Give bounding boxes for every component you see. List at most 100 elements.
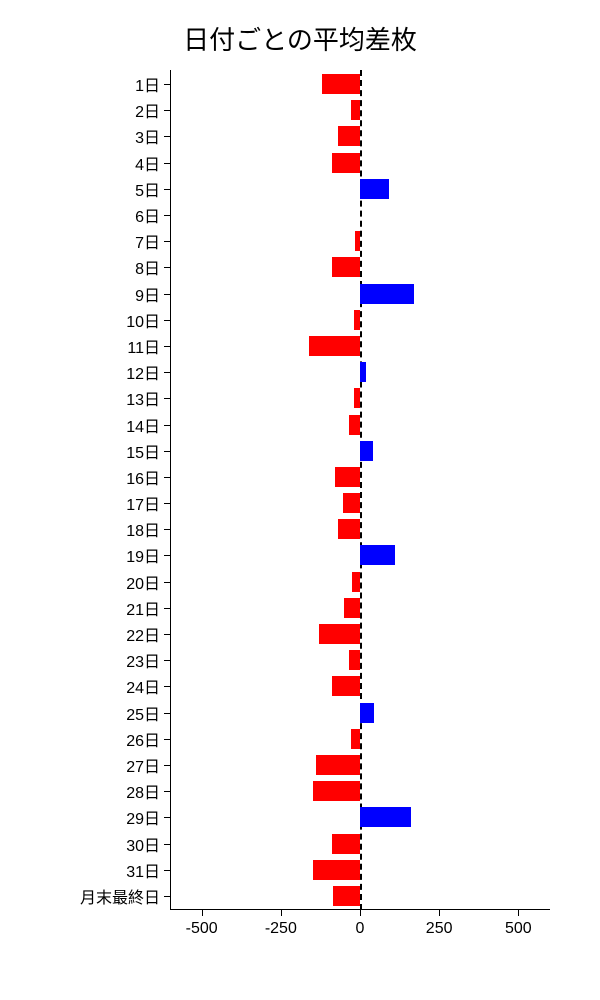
bar	[332, 257, 361, 277]
bar	[355, 231, 360, 251]
bar	[351, 100, 361, 120]
bar	[360, 179, 389, 199]
x-axis-label: 500	[505, 920, 532, 938]
y-axis-label: 28日	[126, 779, 160, 803]
y-axis-label: 26日	[126, 727, 160, 751]
y-axis-line	[170, 70, 171, 910]
x-axis-label: -250	[265, 920, 297, 938]
y-tick	[164, 346, 170, 347]
y-axis-label: 14日	[126, 413, 160, 437]
bar	[319, 624, 360, 644]
y-axis-label: 17日	[126, 491, 160, 515]
x-tick	[439, 910, 440, 916]
bar	[360, 807, 411, 827]
x-tick	[202, 910, 203, 916]
x-axis-label: -500	[186, 920, 218, 938]
x-tick	[281, 910, 282, 916]
y-axis-label: 16日	[126, 465, 160, 489]
bar	[360, 284, 414, 304]
bar	[343, 493, 360, 513]
y-tick	[164, 686, 170, 687]
y-axis-label: 24日	[126, 674, 160, 698]
y-tick	[164, 739, 170, 740]
bar	[360, 545, 395, 565]
x-axis-label: 250	[426, 920, 453, 938]
bar	[354, 310, 360, 330]
y-tick	[164, 817, 170, 818]
chart-container: 日付ごとの平均差枚 1日2日3日4日5日6日7日8日9日10日11日12日13日…	[0, 0, 600, 1000]
bar	[316, 755, 360, 775]
y-axis-label: 5日	[135, 177, 160, 201]
bar	[360, 362, 366, 382]
chart-title: 日付ごとの平均差枚	[0, 20, 600, 57]
y-axis-label: 23日	[126, 648, 160, 672]
bar	[352, 572, 360, 592]
y-tick	[164, 660, 170, 661]
y-axis-label: 8日	[135, 255, 160, 279]
y-axis-label: 31日	[126, 858, 160, 882]
bar	[313, 781, 361, 801]
y-axis-label: 30日	[126, 832, 160, 856]
y-tick	[164, 294, 170, 295]
y-tick	[164, 765, 170, 766]
y-tick	[164, 608, 170, 609]
y-tick	[164, 136, 170, 137]
y-tick	[164, 870, 170, 871]
bar	[344, 598, 360, 618]
x-tick	[360, 910, 361, 916]
y-axis-label: 12日	[126, 360, 160, 384]
bar	[332, 676, 361, 696]
x-tick	[518, 910, 519, 916]
y-axis-label: 19日	[126, 543, 160, 567]
y-axis-label: 7日	[135, 229, 160, 253]
y-axis-label: 10日	[126, 308, 160, 332]
y-tick	[164, 425, 170, 426]
y-axis-label: 13日	[126, 386, 160, 410]
y-axis-label: 27日	[126, 753, 160, 777]
bar	[351, 729, 361, 749]
plot-area: 1日2日3日4日5日6日7日8日9日10日11日12日13日14日15日16日1…	[170, 70, 550, 910]
y-tick	[164, 896, 170, 897]
y-tick	[164, 844, 170, 845]
bar	[309, 336, 360, 356]
y-axis-label: 25日	[126, 701, 160, 725]
bar	[332, 153, 361, 173]
bar	[360, 441, 373, 461]
bar	[338, 126, 360, 146]
bar	[354, 388, 360, 408]
bar	[332, 834, 361, 854]
y-tick	[164, 320, 170, 321]
bar	[333, 886, 360, 906]
y-axis-label: 11日	[127, 334, 160, 358]
y-tick	[164, 84, 170, 85]
y-tick	[164, 477, 170, 478]
y-tick	[164, 713, 170, 714]
y-tick	[164, 267, 170, 268]
y-axis-label: 4日	[135, 151, 160, 175]
y-axis-label: 22日	[126, 622, 160, 646]
bar	[322, 74, 360, 94]
y-tick	[164, 163, 170, 164]
x-axis-label: 0	[356, 920, 365, 938]
y-axis-label: 18日	[126, 517, 160, 541]
y-tick	[164, 451, 170, 452]
y-axis-label: 月末最終日	[80, 884, 160, 908]
bar	[349, 650, 360, 670]
y-axis-label: 15日	[126, 439, 160, 463]
y-tick	[164, 555, 170, 556]
y-axis-label: 2日	[135, 98, 160, 122]
y-tick	[164, 372, 170, 373]
bar	[360, 703, 374, 723]
y-tick	[164, 503, 170, 504]
y-tick	[164, 634, 170, 635]
y-tick	[164, 110, 170, 111]
y-tick	[164, 791, 170, 792]
y-tick	[164, 241, 170, 242]
y-axis-label: 29日	[126, 805, 160, 829]
y-axis-label: 1日	[135, 72, 160, 96]
bar	[338, 519, 360, 539]
bar	[349, 415, 360, 435]
y-axis-label: 21日	[126, 596, 160, 620]
y-tick	[164, 529, 170, 530]
y-tick	[164, 189, 170, 190]
